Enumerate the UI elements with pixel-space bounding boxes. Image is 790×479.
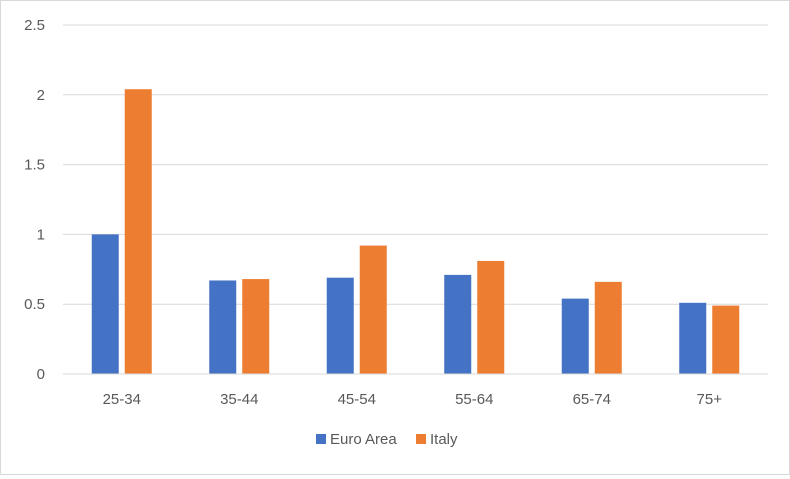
legend: Euro Area Italy (316, 431, 458, 448)
x-tick-label: 75+ (697, 391, 723, 408)
bar-euro-area-45-54 (326, 277, 354, 374)
y-tick-label: 1.5 (24, 157, 45, 174)
y-tick-label: 0.5 (24, 296, 45, 313)
x-tick-label: 55-64 (455, 391, 493, 408)
gridlines (63, 24, 768, 305)
bar-euro-area-25-34 (91, 234, 119, 374)
legend-label: Euro Area (330, 431, 397, 448)
bar-euro-area-75+ (679, 302, 707, 374)
x-tick-label: 45-54 (338, 391, 376, 408)
bars (91, 89, 740, 374)
bar-euro-area-65-74 (561, 298, 589, 374)
legend-label: Italy (430, 431, 458, 448)
bar-italy-55-64 (477, 260, 505, 374)
legend-swatch-italy (416, 434, 426, 444)
x-axis-ticks: 25-34 35-44 45-54 55-64 65-74 75+ (103, 391, 723, 408)
y-tick-label: 1 (37, 226, 45, 243)
x-tick-label: 25-34 (103, 391, 141, 408)
bar-italy-45-54 (359, 245, 387, 374)
y-tick-label: 2.5 (24, 17, 45, 34)
bar-italy-25-34 (124, 89, 152, 374)
y-tick-label: 2 (37, 87, 45, 104)
bar-euro-area-55-64 (444, 274, 472, 374)
x-tick-label: 35-44 (220, 391, 258, 408)
x-tick-label: 65-74 (573, 391, 611, 408)
y-axis-ticks: 0 0.5 1 1.5 2 2.5 (24, 17, 45, 383)
bar-euro-area-35-44 (209, 280, 237, 374)
bar-italy-65-74 (594, 281, 622, 374)
legend-swatch-euro-area (316, 434, 326, 444)
bar-italy-75+ (712, 305, 740, 374)
bar-italy-35-44 (242, 279, 270, 374)
y-tick-label: 0 (37, 366, 45, 383)
